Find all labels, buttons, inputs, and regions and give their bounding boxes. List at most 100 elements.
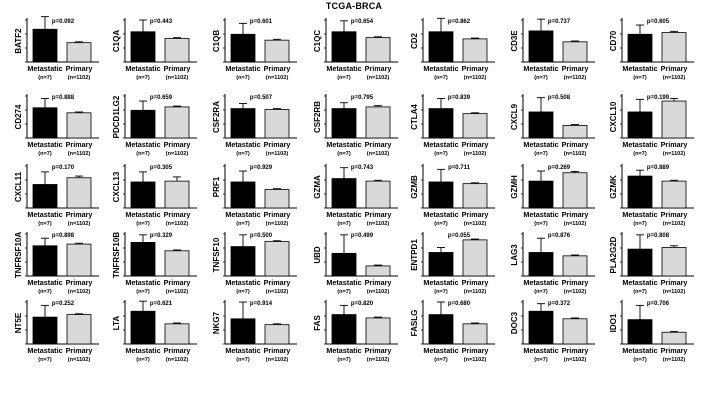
gene-label: FASLG [410, 310, 419, 337]
gene-label: PRF1 [212, 176, 221, 197]
panel-nkg7: NKG7 p=0.914 Metastatic (n=7) Primary (n=1102… [212, 300, 297, 363]
sample-size-label: (n=7) [633, 289, 647, 295]
sample-size-label: (n=1102) [564, 289, 587, 295]
bar-primary [66, 243, 92, 277]
bar-primary [164, 106, 190, 139]
p-value-label: p=0.507 [250, 95, 273, 101]
category-label: Primary [365, 278, 392, 287]
category-label: Metastatic [225, 346, 260, 355]
bar-metastatic [230, 181, 256, 209]
panel-pla2g2d: PLA2G2D p=0.808 Metastatic (n=7) Primary (n=1… [609, 232, 694, 295]
gene-label: CXCL10 [609, 101, 618, 132]
sample-size-label: (n=7) [236, 289, 250, 295]
bar-primary [462, 38, 488, 63]
p-value-label: p=0.654 [351, 19, 374, 25]
category-label: Primary [264, 140, 291, 149]
bar-metastatic [428, 314, 454, 345]
bar-primary [264, 324, 290, 345]
sample-size-label: (n=1102) [464, 289, 487, 295]
panel-c1qb: C1QB p=0.601 Metastatic (n=7) Primary (n=1102… [212, 18, 297, 81]
gene-label: TNFSF10 [212, 237, 221, 272]
category-label: Metastatic [523, 346, 558, 355]
p-value-label: p=0.862 [448, 19, 471, 25]
p-value-label: p=0.659 [150, 95, 173, 101]
category-label: Primary [562, 210, 589, 219]
category-label: Metastatic [622, 64, 657, 73]
p-value-label: p=0.372 [548, 301, 571, 307]
category-label: Metastatic [622, 140, 657, 149]
gene-label: CXCL13 [112, 171, 121, 202]
category-label: Metastatic [326, 346, 361, 355]
bar-primary [66, 177, 92, 209]
p-value-label: p=0.680 [448, 301, 471, 307]
sample-size-label: (n=1102) [266, 221, 289, 227]
panel-gzmk: GZMK p=0.889 Metastatic (n=7) Primary (n=1102… [609, 164, 694, 227]
category-label: Metastatic [125, 64, 160, 73]
panel-cxcl10: CXCL10 p=0.199 Metastatic (n=7) Primary (n=11… [609, 94, 694, 157]
p-value-label: p=0.737 [548, 19, 571, 25]
category-label: Metastatic [225, 64, 260, 73]
figure-title: TCGA-BRCA [325, 1, 383, 11]
panel-cd274: CD274 p=0.888 Metastatic (n=7) Primary (n=110… [14, 94, 99, 157]
bar-primary [164, 38, 190, 63]
bar-primary [66, 112, 92, 139]
bar-primary [562, 318, 588, 345]
panel-gzmb: GZMB p=0.711 Metastatic (n=7) Primary (n=1102… [410, 164, 495, 227]
bar-metastatic [32, 184, 58, 209]
p-value-label: p=0.889 [647, 165, 670, 171]
sample-size-label: (n=1102) [68, 289, 91, 295]
panel-ido1: IDO1 p=0.706 Metastatic (n=7) Primary (n=1102… [609, 300, 694, 363]
sample-size-label: (n=7) [633, 75, 647, 81]
panel-lta: LTA p=0.621 Metastatic (n=7) Primary (n=1102) [112, 300, 197, 363]
sample-size-label: (n=1102) [266, 75, 289, 81]
bar-metastatic [627, 248, 653, 277]
sample-size-label: (n=1102) [266, 289, 289, 295]
sample-size-label: (n=1102) [166, 221, 189, 227]
category-label: Primary [164, 210, 191, 219]
sample-size-label: (n=1102) [663, 357, 686, 363]
category-label: Primary [264, 346, 291, 355]
bar-metastatic [627, 111, 653, 139]
category-label: Metastatic [27, 64, 62, 73]
sample-size-label: (n=7) [434, 221, 448, 227]
panel-pdcd1lg2: PDCD1LG2 p=0.659 Metastatic (n=7) Primary (n=… [112, 94, 197, 157]
panel-cxcl11: CXCL11 p=0.170 Metastatic (n=7) Primary (n=11… [14, 164, 99, 227]
category-label: Metastatic [27, 278, 62, 287]
category-label: Metastatic [423, 278, 458, 287]
panel-cd3e: CD3E p=0.737 Metastatic (n=7) Primary (n=1102… [510, 18, 595, 81]
bar-primary [462, 323, 488, 345]
sample-size-label: (n=7) [236, 151, 250, 157]
panel-gzma: GZMA p=0.743 Metastatic (n=7) Primary (n=1102… [313, 164, 398, 227]
bar-primary [264, 109, 290, 139]
sample-size-label: (n=1102) [564, 75, 587, 81]
category-label: Metastatic [423, 64, 458, 73]
bar-metastatic [428, 108, 454, 139]
gene-label: FAS [313, 315, 322, 331]
sample-size-label: (n=7) [534, 289, 548, 295]
category-label: Metastatic [523, 278, 558, 287]
bar-metastatic [528, 30, 554, 63]
gene-label: TNFRSF10A [14, 232, 23, 278]
category-label: Metastatic [27, 140, 62, 149]
bar-primary [562, 172, 588, 209]
bar-metastatic [331, 178, 357, 209]
gene-label: LAG3 [510, 244, 519, 266]
sample-size-label: (n=1102) [564, 357, 587, 363]
panel-c1qc: C1QC p=0.654 Metastatic (n=7) Primary (n=1102… [313, 18, 398, 81]
panel-ubd: UBD p=0.499 Metastatic (n=7) Primary (n=1102) [313, 232, 398, 295]
sample-size-label: (n=1102) [464, 221, 487, 227]
category-label: Primary [462, 278, 489, 287]
category-label: Metastatic [622, 346, 657, 355]
sample-size-label: (n=7) [38, 221, 52, 227]
p-value-label: p=0.876 [548, 233, 571, 239]
p-value-label: p=0.839 [448, 95, 471, 101]
bar-primary [365, 180, 391, 209]
p-value-label: p=0.055 [448, 233, 471, 239]
bar-primary [264, 189, 290, 209]
gene-label: C1QA [112, 30, 121, 52]
bar-primary [365, 106, 391, 139]
bar-metastatic [32, 107, 58, 139]
category-label: Primary [164, 346, 191, 355]
gene-label: GZMK [609, 175, 618, 199]
category-label: Metastatic [27, 346, 62, 355]
